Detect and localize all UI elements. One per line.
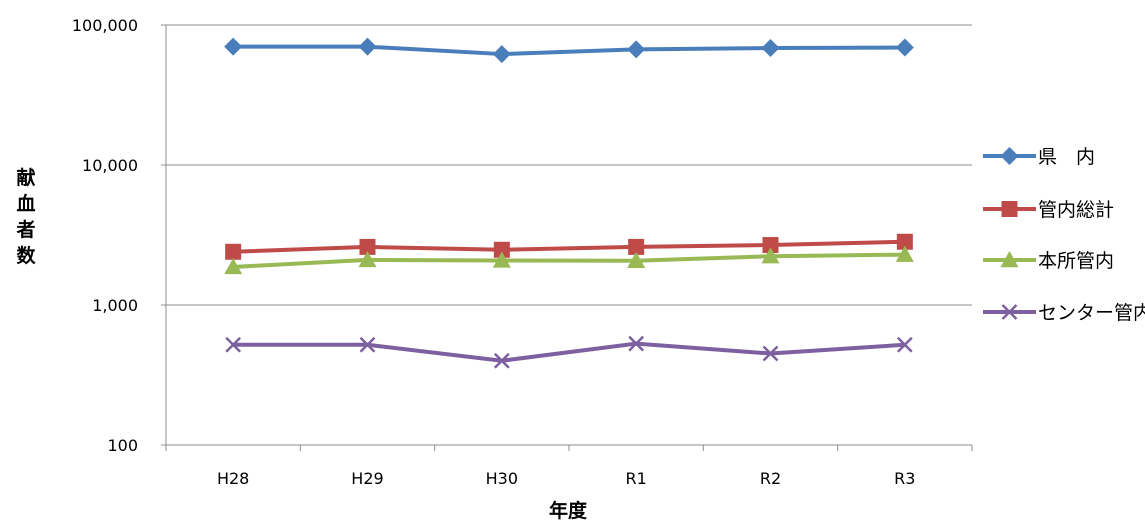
data-point — [359, 336, 376, 353]
data-point — [761, 39, 780, 58]
series-2 — [225, 233, 913, 260]
y-tick-label: 100 — [107, 436, 138, 455]
data-point — [761, 247, 780, 264]
x-tick-label: H30 — [486, 469, 518, 488]
series-group — [224, 37, 914, 369]
data-point — [492, 251, 511, 268]
data-point — [358, 37, 377, 56]
series-4 — [225, 335, 913, 369]
legend-label: 本所管内 — [1038, 250, 1114, 272]
data-point — [628, 335, 645, 352]
y-axis-label-char: 血 — [16, 192, 35, 215]
series-line — [233, 239, 905, 254]
series-3 — [224, 245, 914, 275]
data-point — [358, 250, 377, 268]
legend-item: 管内総計 — [983, 199, 1114, 221]
data-point — [895, 245, 914, 262]
data-point — [895, 38, 914, 57]
legend-item: 本所管内 — [983, 250, 1114, 272]
x-tick-labels: H28 H29 H30 R1 R2 R3 — [217, 469, 916, 488]
data-point — [896, 233, 913, 250]
legend-marker — [1000, 147, 1019, 165]
legend-label: センター管内 — [1038, 302, 1145, 324]
data-point — [627, 251, 646, 268]
x-tick-label: H29 — [351, 469, 383, 488]
data-point — [492, 45, 511, 64]
data-point — [896, 336, 913, 353]
y-axis-label-char: 献 — [16, 167, 35, 189]
data-point — [493, 352, 510, 369]
x-tick-label: R2 — [760, 469, 781, 488]
data-point — [493, 241, 510, 258]
legend-label: 管内総計 — [1038, 199, 1114, 221]
gridlines — [166, 24, 972, 306]
series-line — [233, 252, 905, 269]
y-tick-label: 10,000 — [82, 156, 138, 175]
axes — [161, 24, 973, 451]
series-line — [233, 44, 905, 57]
x-axis-label: 年度 — [549, 499, 588, 522]
y-tick-labels: 100 1,000 10,000 100,000 — [72, 16, 138, 455]
series-1 — [224, 37, 914, 64]
legend-item: センター管内 — [983, 302, 1145, 324]
data-point — [627, 40, 646, 59]
data-point — [224, 257, 243, 275]
data-point — [762, 345, 779, 362]
legend-marker — [1001, 304, 1018, 320]
data-point — [225, 243, 242, 260]
x-tick-label: R3 — [894, 469, 915, 488]
data-point — [762, 237, 779, 254]
legend-marker — [1000, 251, 1019, 268]
y-axis-label-char: 数 — [16, 244, 36, 267]
legend-marker — [1001, 201, 1018, 217]
x-tick-label: R1 — [626, 469, 647, 488]
data-point — [225, 336, 242, 353]
series-line — [233, 341, 905, 363]
legend-label: 県 内 — [1038, 146, 1095, 168]
y-tick-label: 1,000 — [92, 296, 138, 315]
legend-item: 県 内 — [983, 146, 1095, 168]
y-axis-label-char: 者 — [16, 219, 35, 241]
x-tick-label: H28 — [217, 469, 249, 488]
data-point — [628, 238, 645, 255]
data-point — [224, 37, 243, 56]
data-point — [359, 238, 376, 255]
y-tick-label: 100,000 — [72, 16, 138, 35]
